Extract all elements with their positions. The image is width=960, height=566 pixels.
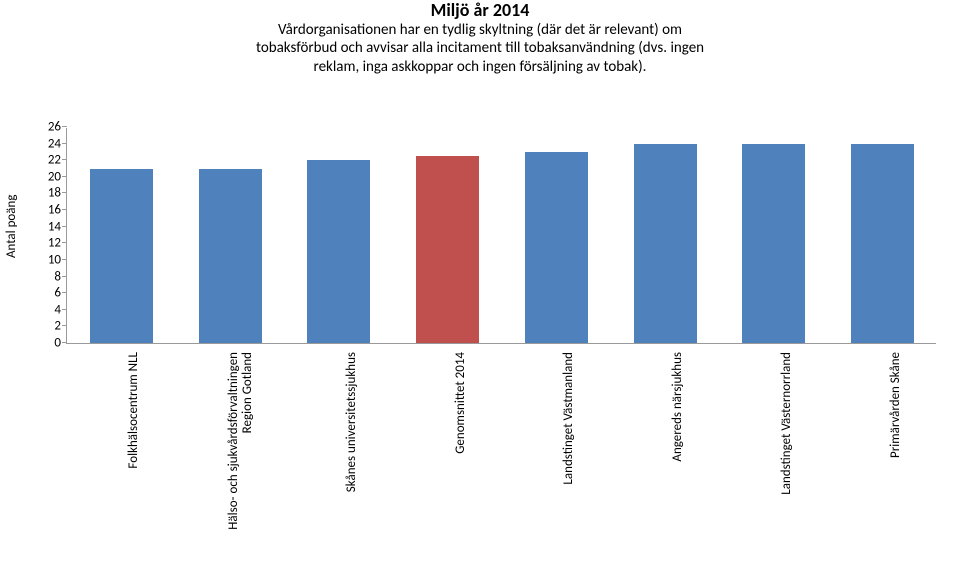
y-tick-label: 6	[54, 286, 61, 301]
y-tick-mark	[62, 176, 67, 177]
y-tick-label: 10	[48, 252, 61, 267]
y-tick-label: 16	[48, 203, 61, 218]
y-tick-mark	[62, 159, 67, 160]
y-tick-mark	[62, 192, 67, 193]
y-tick-mark	[62, 242, 67, 243]
bar	[525, 152, 588, 343]
chart-container: Miljö år 2014 Vårdorganisationen har en …	[0, 0, 960, 566]
y-tick-label: 20	[48, 169, 61, 184]
bar	[634, 144, 697, 343]
y-tick-mark	[62, 325, 67, 326]
x-tick-label: Primärvården Skåne	[888, 352, 903, 458]
y-tick-label: 2	[54, 319, 61, 334]
bar	[851, 144, 914, 343]
y-tick-mark	[62, 143, 67, 144]
chart-title: Miljö år 2014	[0, 0, 960, 21]
bar	[90, 169, 153, 343]
chart-subtitle-line-2: reklam, inga askkoppar och ingen försälj…	[0, 58, 960, 77]
x-tick-label: Folkhälsocentrum NLL	[126, 352, 141, 469]
y-tick-mark	[62, 309, 67, 310]
y-tick-label: 26	[48, 120, 61, 135]
x-tick-label: Hälso- och sjukvårdsförvaltningenRegion …	[227, 352, 254, 530]
y-tick-mark	[62, 342, 67, 343]
y-tick-label: 8	[54, 269, 61, 284]
y-tick-mark	[62, 259, 67, 260]
bar	[199, 169, 262, 343]
bar	[307, 160, 370, 343]
x-tick-label: Genomsnittet 2014	[453, 352, 468, 454]
chart-subtitle-line-0: Vårdorganisationen har en tydlig skyltni…	[0, 21, 960, 40]
y-tick-mark	[62, 209, 67, 210]
y-tick-mark	[62, 226, 67, 227]
bar	[416, 156, 479, 343]
y-tick-label: 24	[48, 136, 61, 151]
y-tick-label: 12	[48, 236, 61, 251]
x-tick-label: Angereds närsjukhus	[670, 352, 685, 462]
y-tick-label: 18	[48, 186, 61, 201]
chart-subtitle-line-1: tobaksförbud och avvisar alla incitament…	[0, 39, 960, 58]
plot-area: 02468101214161820222426	[66, 128, 936, 344]
bar	[742, 144, 805, 343]
y-tick-label: 14	[48, 219, 61, 234]
y-tick-label: 22	[48, 153, 61, 168]
y-tick-mark	[62, 276, 67, 277]
title-block: Miljö år 2014 Vårdorganisationen har en …	[0, 0, 960, 77]
y-tick-mark	[62, 292, 67, 293]
x-tick-label: Landstinget Västmanland	[561, 352, 576, 485]
x-tick-label: Skånes universitetssjukhus	[344, 352, 359, 492]
x-labels: Folkhälsocentrum NLL Hälso- och sjukvårds…	[66, 352, 936, 552]
y-tick-mark	[62, 126, 67, 127]
y-axis-label: Antal poäng	[4, 195, 19, 258]
y-tick-label: 0	[54, 336, 61, 351]
x-tick-label: Landstinget Västernorrland	[779, 352, 794, 495]
y-tick-label: 4	[54, 302, 61, 317]
